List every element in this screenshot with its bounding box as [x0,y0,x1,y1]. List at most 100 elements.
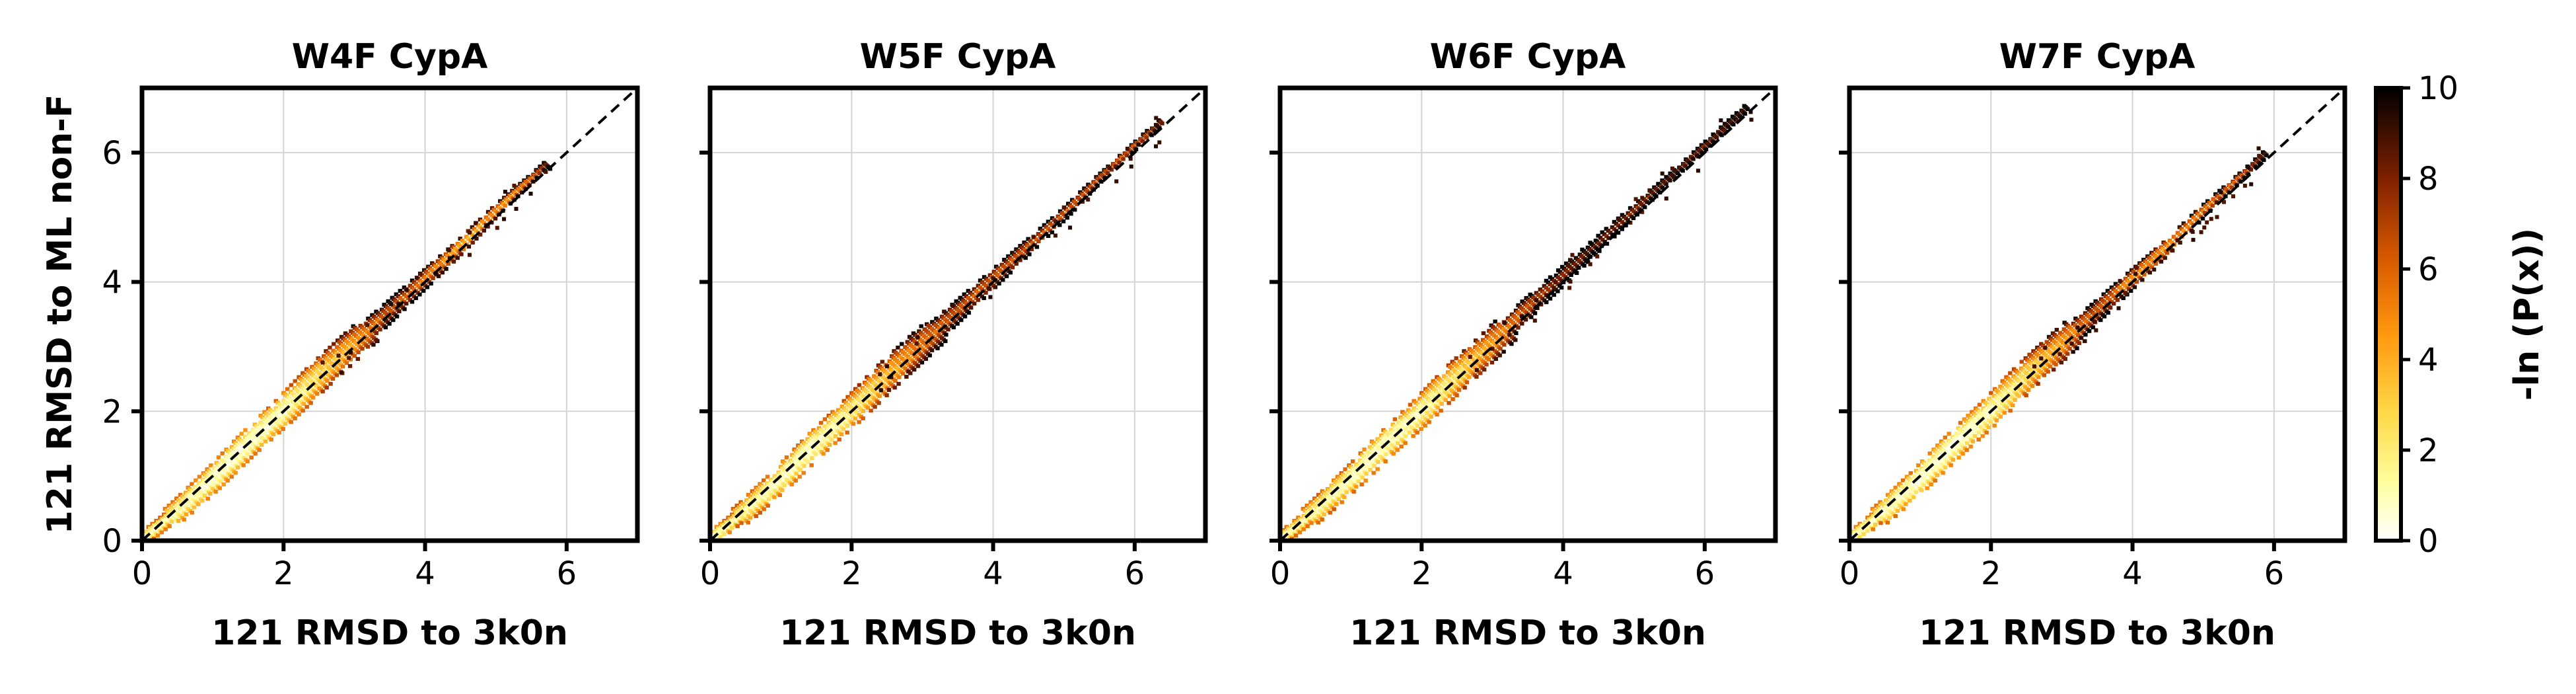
density-cell [2175,238,2180,243]
density-cell [2108,305,2113,310]
density-cell [220,451,225,455]
density-cell [982,296,986,301]
density-cell [1372,464,1377,468]
density-cell [959,318,964,323]
density-cell [2024,393,2028,398]
density-cell [1929,482,1933,486]
density-cell [440,270,445,275]
density-cell [2071,350,2075,354]
density-cell [1953,452,1958,457]
density-cell [196,502,201,506]
density-cell [1532,311,1538,315]
density-cell [1144,135,1149,140]
density-cell [374,331,378,335]
density-cell [2077,341,2082,346]
density-cell [1340,500,1344,504]
density-cell [1415,430,1419,435]
density-cell [1943,465,1948,470]
density-cell [1360,475,1365,480]
density-cell [2242,183,2247,188]
density-cell [1309,521,1314,525]
density-cell [915,335,920,340]
density-cell [205,496,210,501]
density-cell [293,416,297,420]
density-cell [1582,264,1587,268]
density-cell [1359,482,1364,486]
density-cell [794,471,799,476]
density-cell [1403,441,1408,445]
density-cell [163,527,168,531]
density-cell [2059,360,2064,365]
density-cell [837,438,841,442]
density-cell [762,478,766,482]
density-cell [512,183,517,188]
density-cell [722,532,727,537]
density-cell [200,498,205,503]
density-cell [806,460,810,465]
density-cell [347,356,351,360]
density-cell [1738,115,1744,120]
density-cell [1552,286,1556,290]
density-cell [1745,107,1750,112]
density-cell [1462,385,1467,390]
density-cell [1965,441,1970,445]
density-cell [1719,133,1724,137]
density-cell [1320,518,1324,521]
density-cell [1958,420,1963,425]
density-cell [176,519,181,523]
density-cell [190,482,194,486]
density-cell [1087,192,1092,196]
density-cell [1474,375,1479,379]
density-cell [2116,306,2121,311]
density-cell [988,295,993,299]
density-cell [1588,262,1592,266]
density-cell [167,524,172,529]
density-cell [1616,231,1621,235]
density-cell [1154,116,1159,120]
density-cell [2199,230,2203,235]
density-cell [1711,140,1717,145]
density-cell [1429,414,1433,419]
density-cell [908,371,913,375]
density-cell [2054,362,2058,367]
density-cell [2200,216,2205,221]
density-cell [245,459,250,463]
density-cell [1664,196,1668,201]
density-cell [2002,410,2007,415]
density-cell [1342,495,1347,500]
density-cell [950,303,955,308]
density-cell [304,405,309,409]
density-cell [1482,367,1487,372]
density-cell [246,452,250,457]
panel-3: 0 2 4 6 W6F CypA 121 RMSD to 3k0n [1270,37,1778,653]
density-cell [464,235,469,239]
density-cell [1919,488,1924,492]
density-cell [1157,140,1162,145]
density-cell [919,360,925,365]
colorbar-tick-label: 10 [2418,70,2458,107]
density-cell [2163,256,2167,260]
density-cell [459,252,464,256]
density-cell [1977,403,1982,407]
density-cell [466,245,472,249]
density-cell [2167,239,2172,243]
x-tick-label: 6 [2264,555,2285,592]
density-cell [1136,142,1141,147]
y-tick-label: 0 [102,523,122,560]
density-cell [2046,369,2050,374]
density-cell [159,530,164,535]
density-cell [1893,514,1898,518]
colorbar-tick-label: 0 [2418,523,2439,560]
density-cell [2133,272,2138,276]
density-cell [1407,430,1412,435]
density-cell [1029,247,1034,252]
density-cell [404,301,409,306]
density-cell [447,248,451,252]
density-cell [853,416,858,421]
density-cell [1046,234,1051,239]
density-cell [257,447,262,452]
density-cell [2257,153,2262,158]
density-cell [371,342,376,347]
density-cell [2083,332,2088,337]
panel-title: W7F CypA [1999,37,2196,77]
